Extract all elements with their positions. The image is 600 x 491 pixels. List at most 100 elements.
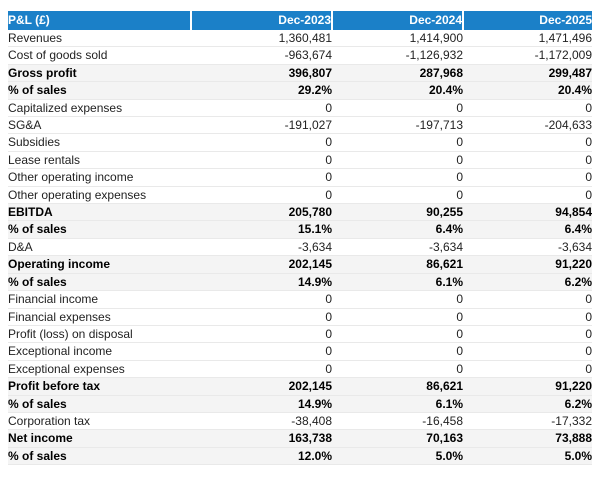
cell-value: 0 [191, 324, 332, 343]
cell-value: 6.1% [332, 272, 463, 291]
row-label: Financial income [8, 290, 191, 308]
cell-value: -963,674 [191, 46, 332, 65]
row-label: EBITDA [8, 203, 191, 221]
cell-value: 0 [332, 185, 463, 204]
table-row: Net income 163,738 70,163 73,888 [8, 429, 592, 448]
cell-value: 0 [332, 168, 463, 187]
cell-value: 5.0% [332, 446, 463, 466]
row-label: Financial expenses [8, 307, 191, 326]
cell-value: 0 [191, 98, 332, 117]
table-row: Subsidies 0 0 0 [8, 133, 592, 152]
cell-value: 20.4% [463, 81, 592, 100]
row-label: Capitalized expenses [8, 98, 191, 117]
table-body: Revenues 1,360,481 1,414,900 1,471,496 Cost … [8, 30, 592, 466]
table-row: Operating income 202,145 86,621 91,220 [8, 255, 592, 274]
cell-value: 202,145 [191, 255, 332, 274]
cell-value: 94,854 [463, 203, 592, 221]
row-label: Revenues [8, 30, 191, 47]
cell-value: 0 [191, 290, 332, 308]
cell-value: -204,633 [463, 116, 592, 134]
row-label: % of sales [8, 81, 191, 100]
table-row: Other operating income 0 0 0 [8, 168, 592, 187]
table-row: % of sales 14.9% 6.1% 6.2% [8, 272, 592, 291]
table-row: % of sales 15.1% 6.4% 6.4% [8, 220, 592, 239]
cell-value: 91,220 [463, 377, 592, 396]
cell-value: 0 [191, 185, 332, 204]
cell-value: 0 [463, 307, 592, 326]
cell-value: 14.9% [191, 394, 332, 413]
row-label: Subsidies [8, 133, 191, 152]
table-row: Financial income 0 0 0 [8, 290, 592, 308]
cell-value: 6.4% [332, 220, 463, 239]
cell-value: -1,172,009 [463, 46, 592, 65]
cell-value: 0 [463, 342, 592, 361]
cell-value: 0 [332, 324, 463, 343]
row-label: Lease rentals [8, 150, 191, 169]
cell-value: 91,220 [463, 255, 592, 274]
cell-value: 0 [463, 168, 592, 187]
row-label: % of sales [8, 220, 191, 239]
cell-value: 6.4% [463, 220, 592, 239]
row-label: Cost of goods sold [8, 46, 191, 65]
cell-value: 0 [191, 359, 332, 378]
table-row: Profit before tax 202,145 86,621 91,220 [8, 377, 592, 396]
cell-value: 0 [332, 290, 463, 308]
cell-value: 0 [463, 98, 592, 117]
cell-value: 0 [463, 359, 592, 378]
cell-value: 0 [332, 359, 463, 378]
cell-value: -191,027 [191, 116, 332, 134]
cell-value: -197,713 [332, 116, 463, 134]
row-label: Net income [8, 429, 191, 448]
column-header-dec-2023: Dec-2023 [190, 11, 332, 30]
table-row: EBITDA 205,780 90,255 94,854 [8, 203, 592, 221]
cell-value: 0 [463, 324, 592, 343]
cell-value: -1,126,932 [332, 46, 463, 65]
cell-value: 15.1% [191, 220, 332, 239]
row-label: Exceptional income [8, 342, 191, 361]
column-header-dec-2024: Dec-2024 [331, 11, 463, 30]
row-label: % of sales [8, 272, 191, 291]
cell-value: 0 [332, 133, 463, 152]
cell-value: 6.1% [332, 394, 463, 413]
header-row: P&L (£) Dec-2023 Dec-2024 Dec-2025 [8, 11, 592, 30]
row-label: % of sales [8, 394, 191, 413]
row-label: Operating income [8, 255, 191, 274]
cell-value: 12.0% [191, 446, 332, 466]
table-row: Corporation tax -38,408 -16,458 -17,332 [8, 411, 592, 430]
cell-value: 1,360,481 [191, 30, 332, 47]
table-row: Profit (loss) on disposal 0 0 0 [8, 324, 592, 343]
table-row: Gross profit 396,807 287,968 299,487 [8, 63, 592, 82]
table-title: P&L (£) [8, 11, 191, 30]
cell-value: 299,487 [463, 63, 592, 82]
cell-value: 0 [332, 307, 463, 326]
cell-value: 0 [332, 342, 463, 361]
row-label: Gross profit [8, 63, 191, 82]
cell-value: -38,408 [191, 411, 332, 430]
table-row: D&A -3,634 -3,634 -3,634 [8, 237, 592, 256]
cell-value: 0 [191, 150, 332, 169]
cell-value: 86,621 [332, 377, 463, 396]
cell-value: 0 [463, 133, 592, 152]
cell-value: 86,621 [332, 255, 463, 274]
row-label: % of sales [8, 446, 191, 466]
cell-value: 0 [463, 290, 592, 308]
cell-value: -3,634 [463, 237, 592, 256]
table-row: SG&A -191,027 -197,713 -204,633 [8, 116, 592, 134]
cell-value: 0 [332, 150, 463, 169]
table-row: % of sales 29.2% 20.4% 20.4% [8, 81, 592, 100]
table-row: Other operating expenses 0 0 0 [8, 185, 592, 204]
cell-value: 90,255 [332, 203, 463, 221]
cell-value: 0 [191, 342, 332, 361]
cell-value: 396,807 [191, 63, 332, 82]
pnl-statement-page: P&L (£) Dec-2023 Dec-2024 Dec-2025 Reven… [8, 11, 592, 466]
cell-value: 202,145 [191, 377, 332, 396]
cell-value: -17,332 [463, 411, 592, 430]
cell-value: -3,634 [191, 237, 332, 256]
row-label: Other operating income [8, 168, 191, 187]
cell-value: 1,414,900 [332, 30, 463, 47]
cell-value: 29.2% [191, 81, 332, 100]
table-row: % of sales 12.0% 5.0% 5.0% [8, 446, 592, 466]
cell-value: 0 [332, 98, 463, 117]
row-label: Other operating expenses [8, 185, 191, 204]
cell-value: 205,780 [191, 203, 332, 221]
